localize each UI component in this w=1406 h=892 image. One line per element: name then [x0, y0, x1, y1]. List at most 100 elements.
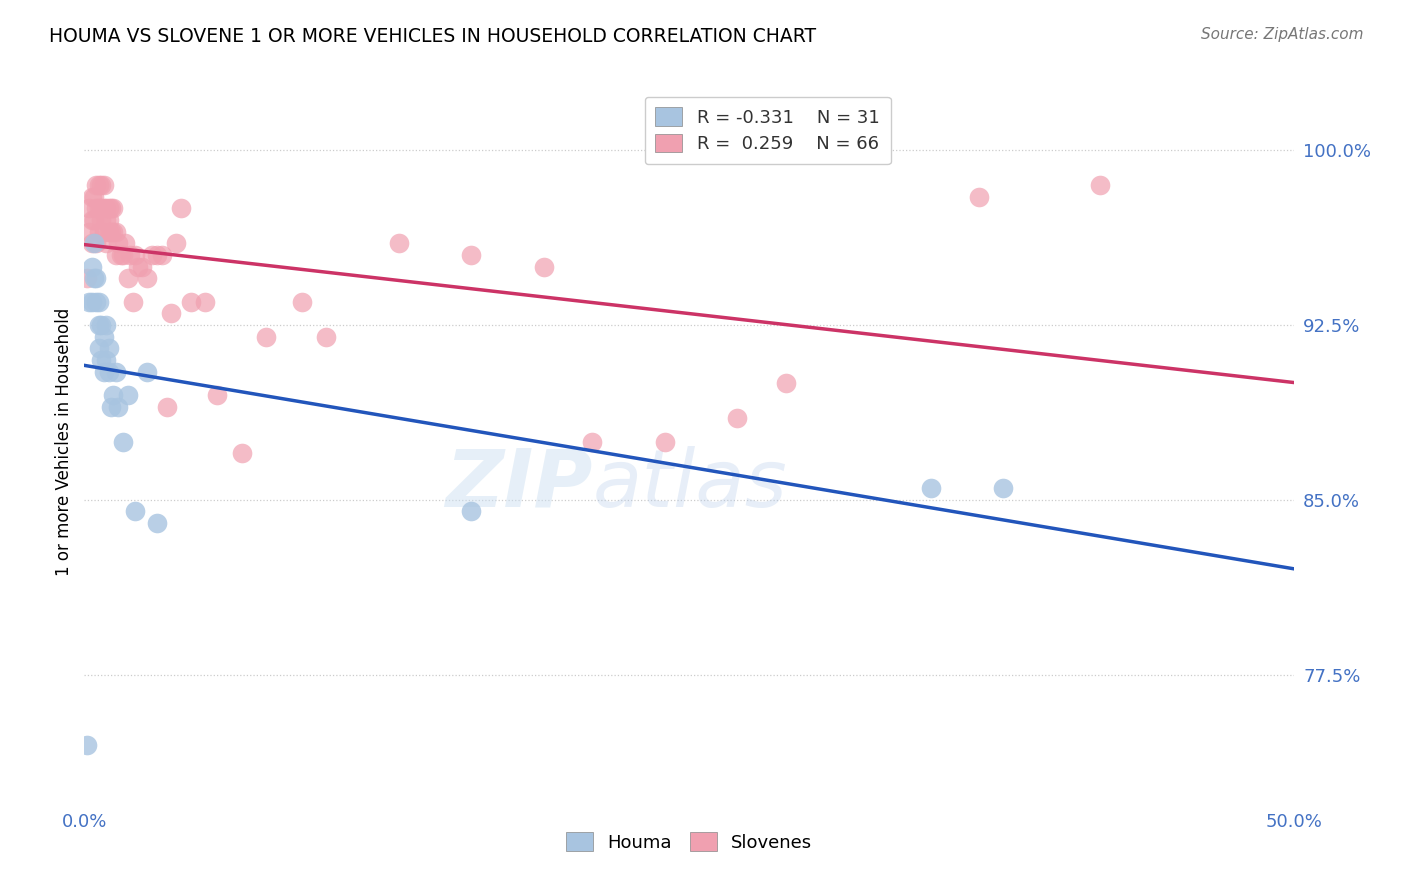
Point [87, 202, 110, 216]
Point [94, 236, 117, 251]
Point [117, 271, 139, 285]
Point [97, 365, 120, 379]
Point [136, 271, 159, 285]
Point [90, 318, 112, 332]
Point [315, 329, 337, 343]
Point [112, 248, 135, 262]
Point [107, 236, 129, 251]
Point [581, 434, 603, 449]
Point [150, 248, 173, 262]
Point [146, 248, 169, 262]
Point [97, 213, 120, 227]
Point [93, 329, 115, 343]
Point [93, 365, 115, 379]
Point [87, 341, 110, 355]
Point [93, 202, 115, 216]
Point [103, 388, 125, 402]
Point [725, 411, 748, 425]
Text: HOUMA VS SLOVENE 1 OR MORE VEHICLES IN HOUSEHOLD CORRELATION CHART: HOUMA VS SLOVENE 1 OR MORE VEHICLES IN H… [49, 27, 817, 45]
Point [460, 248, 482, 262]
Point [100, 225, 122, 239]
Point [77, 225, 100, 239]
Text: ZIP: ZIP [444, 446, 592, 524]
Point [103, 202, 125, 216]
Point [86, 178, 108, 193]
Point [291, 294, 314, 309]
Point [94, 318, 117, 332]
Point [131, 260, 153, 274]
Point [86, 202, 108, 216]
Point [90, 202, 112, 216]
Point [967, 190, 990, 204]
Point [97, 341, 120, 355]
Point [114, 236, 136, 251]
Point [83, 190, 105, 204]
Point [76, 738, 98, 752]
Point [80, 294, 103, 309]
Point [77, 202, 100, 216]
Point [117, 388, 139, 402]
Point [533, 260, 555, 274]
Point [90, 178, 112, 193]
Point [104, 248, 127, 262]
Point [160, 306, 183, 320]
Point [194, 294, 217, 309]
Point [86, 236, 108, 251]
Point [112, 434, 135, 449]
Point [93, 178, 115, 193]
Point [180, 294, 202, 309]
Point [87, 318, 110, 332]
Point [86, 294, 108, 309]
Point [103, 225, 125, 239]
Point [110, 248, 132, 262]
Point [83, 271, 105, 285]
Point [775, 376, 797, 391]
Point [993, 481, 1015, 495]
Point [90, 353, 112, 368]
Point [93, 225, 115, 239]
Point [254, 329, 277, 343]
Text: atlas: atlas [592, 446, 787, 524]
Y-axis label: 1 or more Vehicles in Household: 1 or more Vehicles in Household [55, 308, 73, 575]
Point [87, 294, 110, 309]
Point [104, 225, 127, 239]
Point [87, 225, 110, 239]
Point [146, 516, 169, 530]
Point [77, 294, 100, 309]
Point [207, 388, 229, 402]
Point [121, 294, 143, 309]
Point [80, 190, 103, 204]
Point [654, 434, 676, 449]
Point [87, 178, 110, 193]
Point [155, 400, 177, 414]
Point [83, 236, 105, 251]
Point [124, 248, 146, 262]
Point [97, 202, 120, 216]
Point [231, 446, 253, 460]
Point [141, 248, 163, 262]
Point [124, 504, 146, 518]
Point [100, 202, 122, 216]
Point [90, 213, 112, 227]
Point [83, 213, 105, 227]
Point [100, 400, 122, 414]
Point [104, 365, 127, 379]
Point [107, 400, 129, 414]
Text: Source: ZipAtlas.com: Source: ZipAtlas.com [1201, 27, 1364, 42]
Point [97, 225, 120, 239]
Point [80, 213, 103, 227]
Point [170, 202, 193, 216]
Point [80, 260, 103, 274]
Legend: Houma, Slovenes: Houma, Slovenes [558, 825, 820, 859]
Point [120, 248, 142, 262]
Point [165, 236, 187, 251]
Point [94, 353, 117, 368]
Point [94, 202, 117, 216]
Point [920, 481, 942, 495]
Point [94, 213, 117, 227]
Point [80, 236, 103, 251]
Point [86, 271, 108, 285]
Point [388, 236, 411, 251]
Point [1088, 178, 1111, 193]
Point [460, 504, 482, 518]
